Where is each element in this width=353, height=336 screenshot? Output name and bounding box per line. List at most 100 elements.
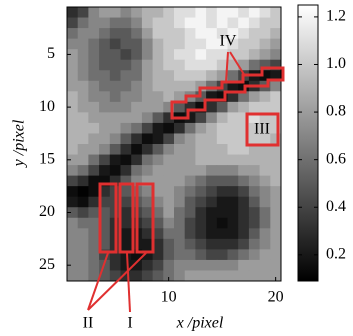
heatmap-cell (121, 49, 132, 60)
heatmap-cell (238, 249, 249, 260)
heatmap-cell (249, 155, 260, 166)
heatmap-cell (228, 228, 239, 239)
heatmap-cell (110, 165, 121, 176)
heatmap-cell (121, 7, 132, 18)
heatmap-cell (163, 28, 174, 39)
heatmap-cell (228, 249, 239, 260)
heatmap-cell (270, 123, 281, 134)
heatmap-cell (270, 133, 281, 144)
heatmap-cell (163, 18, 174, 29)
heatmap-cell (249, 249, 260, 260)
heatmap-cell (121, 239, 132, 250)
y-tick-label: 25 (39, 256, 55, 273)
heatmap-cell (185, 186, 196, 197)
heatmap-cell (110, 70, 121, 81)
heatmap-cell (228, 7, 239, 18)
heatmap-cell (206, 218, 217, 229)
heatmap-cell (99, 123, 110, 134)
heatmap-cell (163, 176, 174, 187)
heatmap-cell (88, 155, 99, 166)
heatmap-cell (121, 39, 132, 50)
heatmap-cell (163, 60, 174, 71)
heatmap-cell (238, 49, 249, 60)
heatmap-cell (228, 270, 239, 281)
heatmap-cell (163, 165, 174, 176)
heatmap-cell (142, 7, 153, 18)
heatmap-cell (174, 39, 185, 50)
heatmap-cell (238, 102, 249, 113)
heatmap-cell (238, 39, 249, 50)
heatmap-cell (88, 91, 99, 102)
heatmap-cell (163, 39, 174, 50)
heatmap-cell (131, 39, 142, 50)
heatmap-cell (88, 228, 99, 239)
heatmap-cell (121, 155, 132, 166)
heatmap-cell (238, 239, 249, 250)
heatmap-cell (174, 228, 185, 239)
heatmap-cell (195, 270, 206, 281)
heatmap-cell (121, 81, 132, 92)
heatmap-cell (131, 49, 142, 60)
heatmap-cell (67, 144, 78, 155)
heatmap-cell (206, 39, 217, 50)
heatmap-cell (217, 102, 228, 113)
heatmap-cell (67, 60, 78, 71)
heatmap-cell (110, 112, 121, 123)
heatmap-cell (110, 123, 121, 134)
heatmap-cell (195, 112, 206, 123)
heatmap-cell (249, 7, 260, 18)
heatmap-cell (249, 197, 260, 208)
heatmap-cell (78, 218, 89, 229)
heatmap-cell (88, 7, 99, 18)
heatmap-cell (88, 218, 99, 229)
heatmap-cell (270, 39, 281, 50)
heatmap-cell (270, 91, 281, 102)
heatmap-cell (228, 112, 239, 123)
heatmap-cell (260, 165, 271, 176)
heatmap-cell (142, 270, 153, 281)
heatmap-cell (260, 249, 271, 260)
heatmap-cell (174, 239, 185, 250)
heatmap-cell (142, 102, 153, 113)
heatmap-cell (174, 123, 185, 134)
heatmap-cell (142, 260, 153, 271)
heatmap-cell (78, 176, 89, 187)
heatmap-cell (270, 102, 281, 113)
heatmap-cell (206, 7, 217, 18)
heatmap-cell (206, 102, 217, 113)
heatmap-cell (78, 270, 89, 281)
heatmap-cell (217, 133, 228, 144)
heatmap-cell (142, 60, 153, 71)
heatmap-cell (110, 49, 121, 60)
heatmap-cell (260, 102, 271, 113)
heatmap-cell (131, 133, 142, 144)
heatmap-cell (88, 49, 99, 60)
heatmap-cell (110, 81, 121, 92)
heatmap-cell (121, 165, 132, 176)
heatmap-cell (67, 239, 78, 250)
heatmap-cell (131, 7, 142, 18)
heatmap-cell (142, 70, 153, 81)
heatmap-cell (110, 91, 121, 102)
heatmap-cell (78, 49, 89, 60)
heatmap-cell (195, 207, 206, 218)
heatmap-cell (217, 176, 228, 187)
heatmap-cell (153, 155, 164, 166)
heatmap-cell (195, 18, 206, 29)
heatmap-cell (163, 81, 174, 92)
heatmap-cell (88, 60, 99, 71)
heatmap-cell (67, 91, 78, 102)
heatmap-cell (228, 186, 239, 197)
heatmap-cell (163, 186, 174, 197)
heatmap-cell (153, 91, 164, 102)
heatmap-cell (185, 39, 196, 50)
heatmap-cell (185, 81, 196, 92)
heatmap-cell (67, 70, 78, 81)
heatmap-cell (206, 49, 217, 60)
heatmap-cell (163, 144, 174, 155)
heatmap-cell (217, 239, 228, 250)
heatmap-cell (121, 28, 132, 39)
heatmap-cell (67, 228, 78, 239)
heatmap-cell (121, 218, 132, 229)
heatmap-cell (195, 218, 206, 229)
